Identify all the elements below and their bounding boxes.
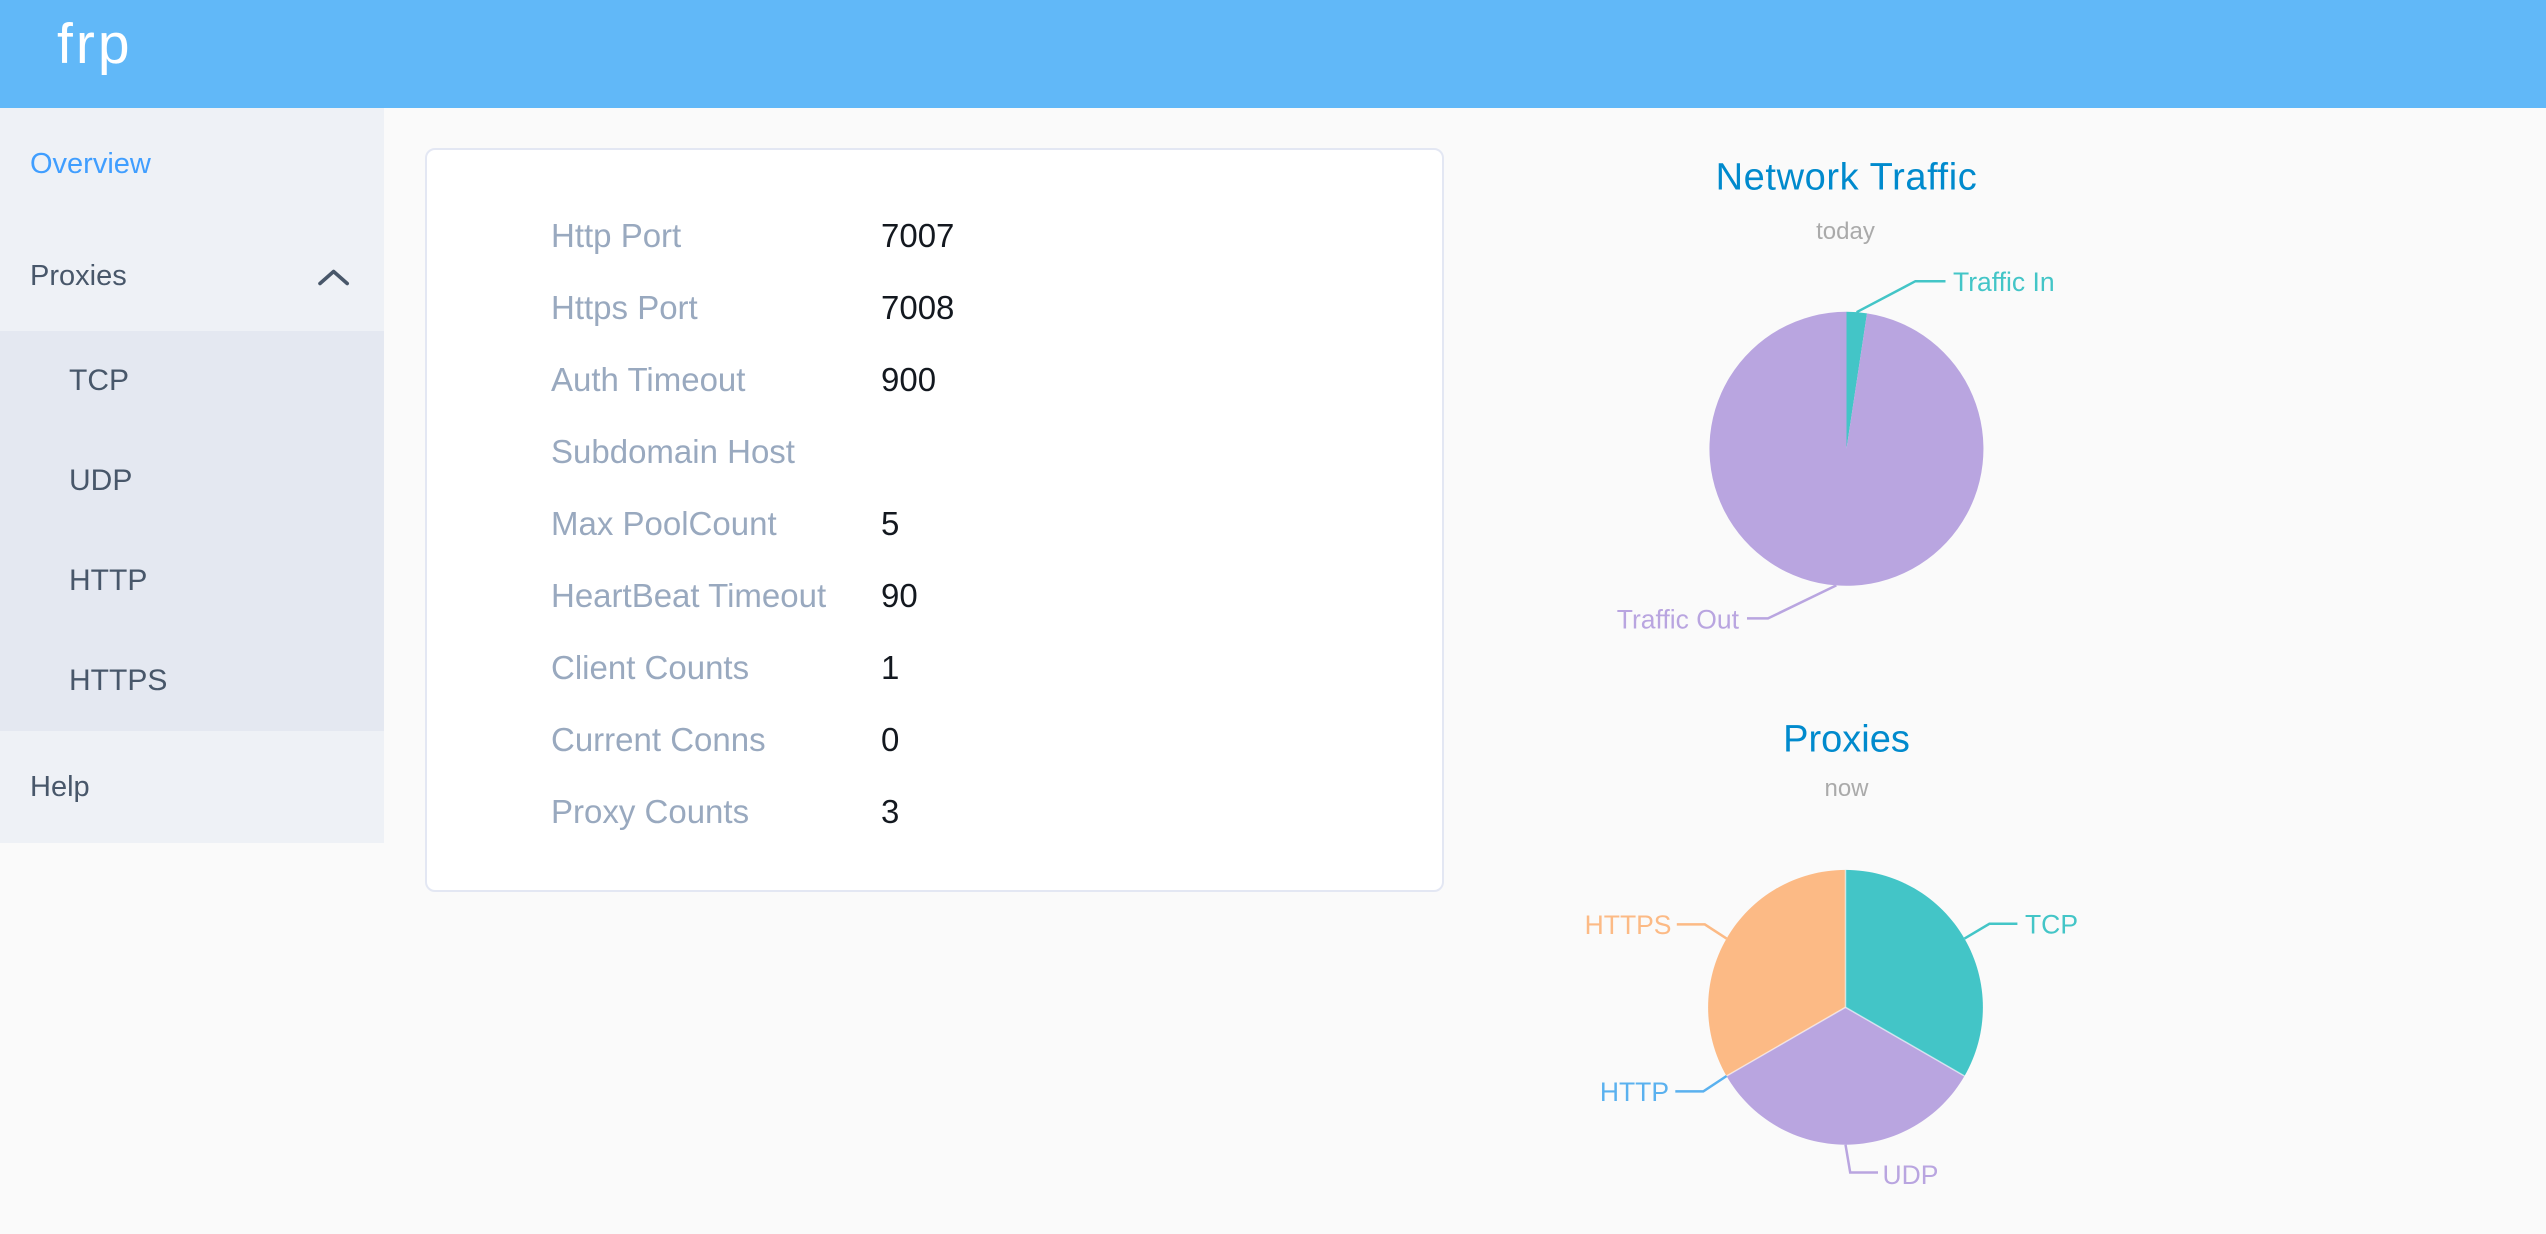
svg-text:HTTP: HTTP <box>1600 1077 1669 1107</box>
svg-text:now: now <box>1824 775 1869 802</box>
svg-text:UDP: UDP <box>1883 1160 1939 1190</box>
svg-text:today: today <box>1816 218 1875 245</box>
svg-text:Traffic In: Traffic In <box>1953 267 2055 297</box>
svg-text:Traffic Out: Traffic Out <box>1617 605 1740 635</box>
svg-text:TCP: TCP <box>2025 910 2078 940</box>
svg-text:Proxies: Proxies <box>1783 719 1910 761</box>
svg-text:Network Traffic: Network Traffic <box>1716 156 1978 198</box>
svg-text:HTTPS: HTTPS <box>1585 910 1672 940</box>
